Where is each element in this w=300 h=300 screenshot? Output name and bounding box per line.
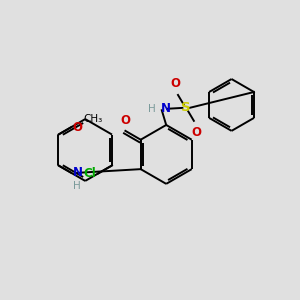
- Text: O: O: [171, 77, 181, 90]
- Text: Cl: Cl: [84, 167, 97, 180]
- Text: N: N: [161, 102, 171, 115]
- Text: N: N: [73, 166, 83, 179]
- Text: O: O: [191, 126, 201, 139]
- Text: S: S: [181, 101, 191, 114]
- Text: O: O: [73, 121, 83, 134]
- Text: H: H: [73, 181, 80, 191]
- Text: O: O: [120, 114, 130, 127]
- Text: H: H: [148, 104, 155, 114]
- Text: CH₃: CH₃: [84, 114, 103, 124]
